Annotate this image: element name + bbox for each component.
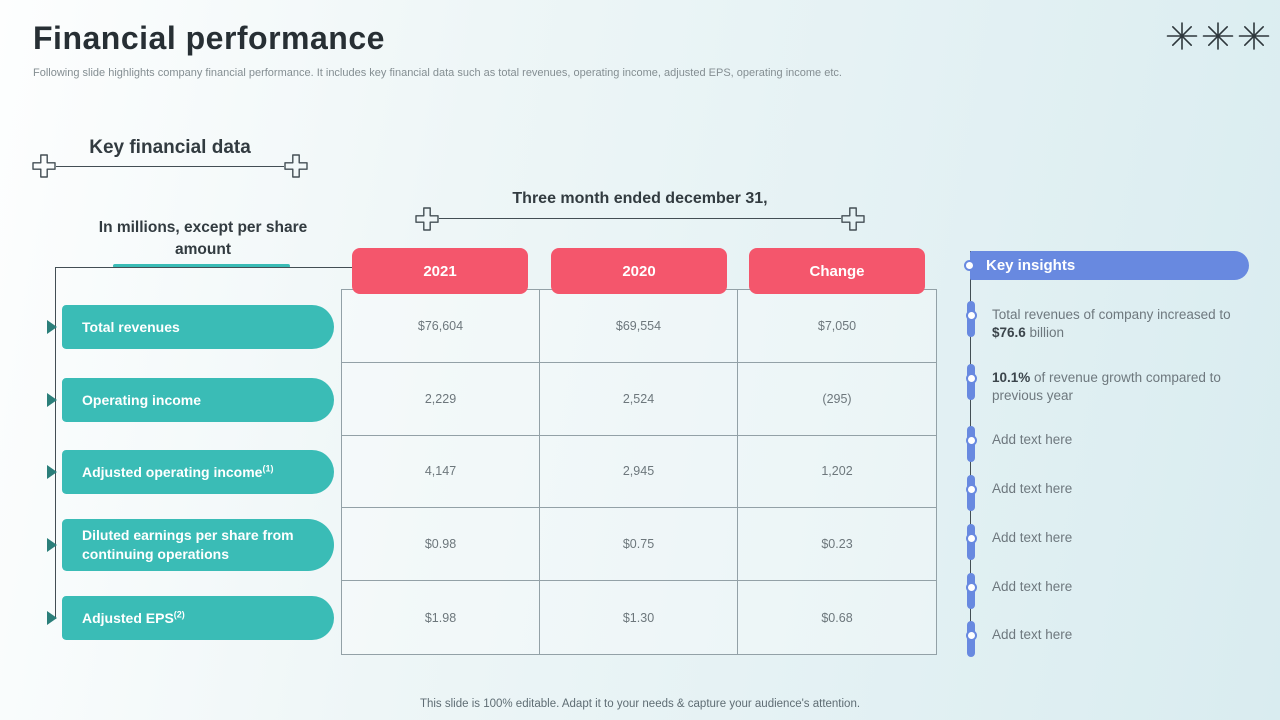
insight-item: 10.1% of revenue growth compared to prev…: [965, 364, 1246, 404]
row-label: Total revenues: [82, 318, 180, 335]
row-label-pill: Operating income: [62, 378, 334, 422]
table-cell: $0.23: [738, 508, 936, 582]
connector-line: [55, 267, 56, 619]
table-cell: 2,945: [540, 435, 738, 509]
timeline-node-icon: [965, 621, 977, 666]
table-cell: $0.68: [821, 610, 853, 625]
timeline-node-icon: [965, 426, 977, 471]
table-cell: $0.75: [540, 508, 738, 582]
table-cell: $69,554: [540, 290, 738, 363]
insight-text: Add text here: [992, 530, 1073, 545]
plus-connector-icon: [32, 154, 56, 178]
table-cell: $76,604: [342, 290, 540, 363]
timeline-node-icon: [964, 260, 975, 271]
row-label: Operating income: [82, 391, 202, 408]
row-label: Adjusted operating income(1): [82, 462, 274, 480]
right-triangle-icon: [47, 393, 57, 407]
teal-underline: [113, 264, 290, 268]
table-cell: 4,147: [342, 435, 540, 509]
row-label: Adjusted EPS(2): [82, 608, 185, 626]
table-cell: 2,524: [540, 362, 738, 436]
insight-item: Add text here: [965, 475, 1246, 511]
insight-item: Add text here: [965, 524, 1246, 560]
connector-line: [439, 218, 841, 219]
row-label-pill: Adjusted operating income(1): [62, 450, 334, 494]
financial-data-table: $76,604 $69,554 $7,050 2,229 2,524 (295)…: [341, 289, 937, 655]
row-label: Diluted earnings per share from continui…: [82, 527, 294, 562]
insight-text: 10.1% of revenue growth compared to prev…: [992, 370, 1221, 403]
units-note: In millions, except per share amount: [98, 219, 308, 259]
insight-item: Add text here: [965, 426, 1246, 462]
asterisk-star-icon: [1202, 22, 1234, 50]
insight-text: Add text here: [992, 627, 1073, 642]
timeline-node-icon: [965, 524, 977, 569]
plus-connector-icon: [841, 207, 865, 231]
timeline-node-icon: [965, 475, 977, 520]
page-subtitle: Following slide highlights company finan…: [33, 67, 842, 79]
page-title: Financial performance: [33, 20, 385, 56]
timeline-node-icon: [965, 301, 977, 346]
table-cell: 2,229: [342, 362, 540, 436]
right-triangle-icon: [47, 611, 57, 625]
asterisk-star-icon: [1238, 22, 1270, 50]
period-heading: Three month ended december 31,: [512, 190, 768, 207]
connector-line: [56, 166, 284, 167]
timeline-node-icon: [965, 364, 977, 409]
table-cell: $0.98: [342, 508, 540, 582]
plus-connector-icon: [284, 154, 308, 178]
asterisk-star-icon: [1166, 22, 1198, 50]
timeline-node-icon: [965, 573, 977, 618]
table-cell: $1.30: [540, 581, 738, 654]
table-column-header: Change: [749, 248, 925, 294]
insight-item: Add text here: [965, 573, 1246, 609]
insights-heading-banner: Key insights: [970, 251, 1249, 280]
table-column-header: 2020: [551, 248, 727, 294]
connector-line: [55, 267, 352, 268]
insight-item: Total revenues of company increased to $…: [965, 301, 1246, 341]
table-cell: $1.98: [342, 581, 540, 654]
section-heading: Key financial data: [89, 137, 251, 158]
insight-item: Add text here: [965, 621, 1246, 657]
plus-connector-icon: [415, 207, 439, 231]
right-triangle-icon: [47, 538, 57, 552]
right-triangle-icon: [47, 465, 57, 479]
editable-note: This slide is 100% editable. Adapt it to…: [419, 698, 861, 710]
table-column-header: 2021: [352, 248, 528, 294]
insight-text: Add text here: [992, 481, 1073, 496]
right-triangle-icon: [47, 320, 57, 334]
table-cell: (295): [738, 363, 936, 436]
row-label-pill: Adjusted EPS(2): [62, 596, 334, 640]
table-cell: $7,050: [738, 290, 936, 363]
row-label-pill: Diluted earnings per share from continui…: [62, 519, 334, 571]
decorative-stars: [1166, 20, 1270, 52]
row-label-pill: Total revenues: [62, 305, 334, 349]
table-cell: 1,202: [738, 436, 936, 509]
insight-text: Add text here: [992, 432, 1073, 447]
insight-text: Total revenues of company increased to $…: [992, 307, 1231, 340]
insight-text: Add text here: [992, 579, 1073, 594]
